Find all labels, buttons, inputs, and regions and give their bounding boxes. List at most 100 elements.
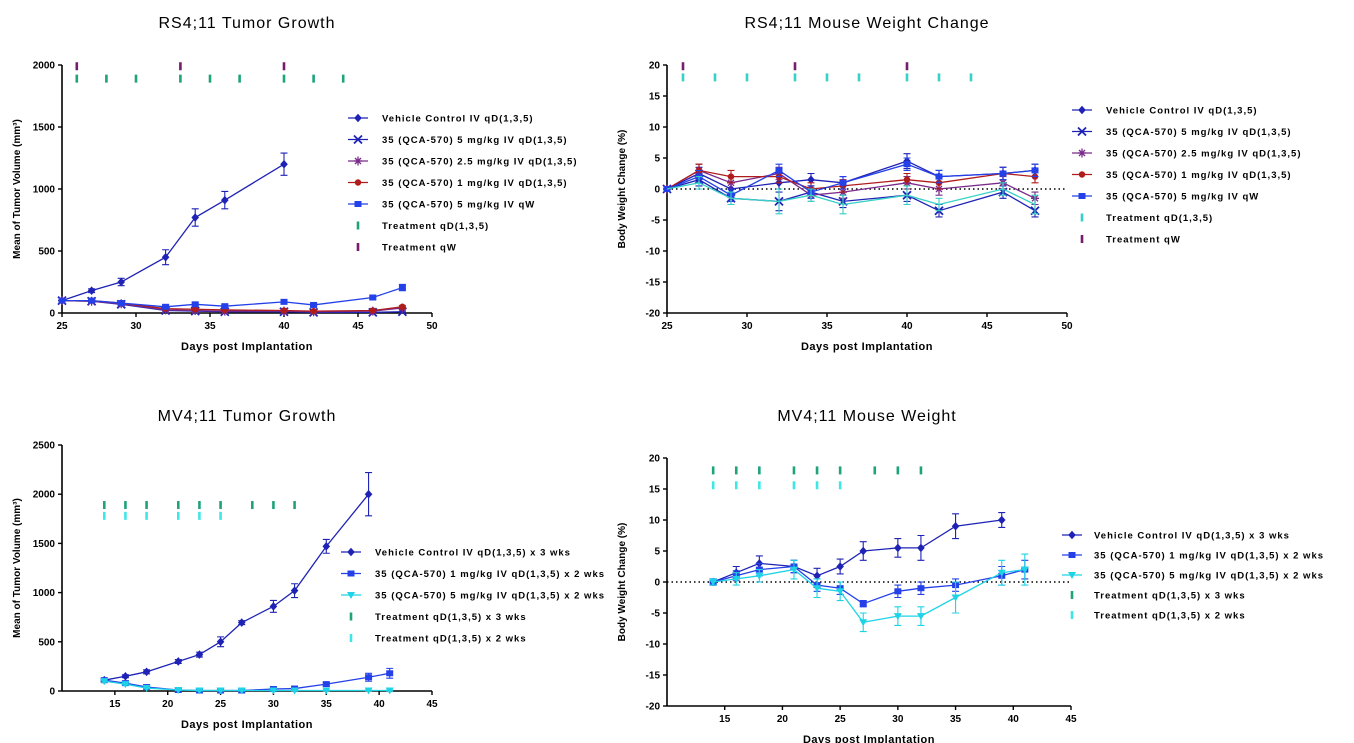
y-axis-label: Body Weight Change (%) [617,523,628,642]
y-tick-label: -15 [646,671,661,682]
y-axis-label: Mean of Tumor Volume (mm³) [12,119,23,259]
treatment-mark [825,73,829,82]
legend-label: Treatment qW [382,243,457,254]
treatment-mark [102,511,106,520]
data-series [100,472,373,685]
data-point [322,542,331,551]
data-point [813,585,822,593]
data-point [951,521,960,531]
legend: Vehicle Control IV qD(1,3,5) 35 (QCA-570)… [348,114,577,254]
data-point [951,594,960,602]
y-tick-label: 10 [649,516,661,527]
y-tick-label: 0 [654,578,660,589]
treatment-mark [758,466,761,475]
data-point [836,562,844,571]
treatment-mark [758,481,761,490]
data-point [221,303,229,310]
legend-marker [1068,530,1076,540]
data-point [88,297,96,304]
treatment-mark [838,466,842,475]
data-point [221,195,229,205]
y-tick-label: 5 [654,547,660,558]
treatment-mark [937,73,941,82]
legend-label: Treatment qD(1,3,5) x 2 wks [375,634,527,645]
data-point [269,687,278,695]
treatment-mark [250,501,254,510]
legend-label: 35 (QCA-570) 5 mg/kg IV qD(1,3,5) [382,135,568,146]
data-point [87,286,96,295]
x-tick-label: 40 [374,699,386,710]
treatment-mark [272,501,275,510]
data-point [839,179,847,186]
legend-label: Vehicle Control IV qD(1,3,5) [382,114,534,125]
data-point [174,657,183,666]
data-point [364,489,373,499]
data-point [997,569,1006,577]
data-point [117,277,125,287]
series-line [713,568,1025,624]
chart-title: RS4;11 Mouse Weight Change [744,15,989,32]
treatment-mark [793,73,797,82]
error-bar [807,188,815,202]
y-tick-label: -5 [651,609,660,620]
data-point [1031,167,1039,174]
x-tick-label: 30 [892,714,904,725]
data-point [121,671,130,681]
data-point [290,687,299,695]
legend-label: 35 (QCA-570) 5 mg/kg IV qW [382,200,535,211]
treatment-mark [198,511,201,520]
legend-marker [1078,148,1086,158]
error-bar [903,185,911,206]
chart-title: MV4;11 Tumor Growth [158,408,337,425]
legend-treatment-mark [1070,591,1074,599]
data-point [894,588,902,595]
treatment-mark [282,74,286,83]
error-bar [999,182,1007,196]
data-point [386,670,394,677]
legend-treatment-mark [356,221,360,230]
data-point [399,303,406,310]
treatment-mark [145,511,148,520]
treatment-mark [905,62,909,71]
treatment-mark [208,74,212,83]
legend-marker [1078,105,1086,115]
x-tick-label: 45 [981,321,993,332]
treatment-mark [681,62,685,71]
x-tick-label: 15 [109,699,121,710]
treatment-mark [734,481,738,490]
error-bar [935,197,943,212]
data-point [191,301,199,308]
legend: Vehicle Control IV qD(1,3,5) x 3 wks 35 (… [341,547,605,645]
treatment-mark [282,62,286,71]
treatment-mark [145,501,148,510]
series-line [104,493,370,681]
legend-marker [354,201,362,207]
x-axis-label: Days post Implantation [181,719,313,731]
treatment-mark [312,74,315,83]
data-point [916,613,925,621]
treatment-mark [102,501,106,510]
data-point [191,213,199,222]
legend-label: 35 (QCA-570) 5 mg/kg IV qD(1,3,5) x 2 wk… [375,591,605,602]
data-point [195,650,204,659]
data-point [893,613,902,621]
data-point [836,588,845,596]
y-tick-label: 1500 [33,123,56,134]
chart-panel-4: MV4;11 Mouse Weight Days post Implantatio… [617,408,1323,743]
data-point [142,685,151,693]
legend-label: Treatment qD(1,3,5) x 3 wks [1094,591,1246,602]
legend-marker [1078,171,1086,178]
series-line [712,519,1002,583]
legend-marker [347,547,355,557]
treatment-mark [124,511,127,520]
data-point [1020,566,1029,574]
treatment-mark [124,501,127,510]
legend-label: Treatment qD(1,3,5) x 2 wks [1094,611,1246,622]
x-tick-label: 30 [130,321,142,332]
data-point [365,674,373,681]
legend-marker [353,134,363,145]
x-tick-label: 30 [741,321,753,332]
y-tick-label: 0 [49,687,55,698]
data-point [162,303,170,310]
treatment-mark [75,74,79,83]
